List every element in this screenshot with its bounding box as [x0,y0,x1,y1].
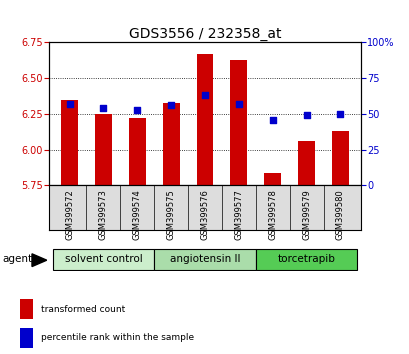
Title: GDS3556 / 232358_at: GDS3556 / 232358_at [128,28,281,41]
Bar [162,103,179,185]
Text: GSM399578: GSM399578 [267,189,276,240]
Bar [331,131,348,185]
Point [235,101,242,107]
Point [303,113,309,118]
Bar [128,118,145,185]
Bar [52,249,154,270]
Text: angiotensin II: angiotensin II [169,254,240,264]
Bar [297,141,314,185]
Point [100,105,106,111]
Point [167,103,174,108]
Polygon shape [32,254,47,267]
Text: GSM399572: GSM399572 [65,189,74,240]
Point [134,107,140,113]
Bar [196,54,213,185]
Bar [20,299,33,319]
Text: GSM399576: GSM399576 [200,189,209,240]
Text: GSM399579: GSM399579 [301,189,310,240]
Bar [264,172,281,185]
Bar [20,328,33,348]
Text: agent: agent [2,253,32,264]
Text: GSM399580: GSM399580 [335,189,344,240]
Point [336,111,343,117]
Text: percentile rank within the sample: percentile rank within the sample [41,333,193,343]
Text: solvent control: solvent control [64,254,142,264]
Text: transformed count: transformed count [41,305,125,314]
Text: GSM399577: GSM399577 [234,189,243,240]
Bar [230,59,247,185]
Bar [255,249,357,270]
Text: GSM399575: GSM399575 [166,189,175,240]
Point [66,101,73,107]
Text: GSM399574: GSM399574 [133,189,142,240]
Bar [154,249,255,270]
Bar [61,100,78,185]
Text: GSM399573: GSM399573 [99,189,108,240]
Bar [95,114,112,185]
Point [269,117,275,122]
Point [201,92,208,98]
Text: torcetrapib: torcetrapib [277,254,335,264]
